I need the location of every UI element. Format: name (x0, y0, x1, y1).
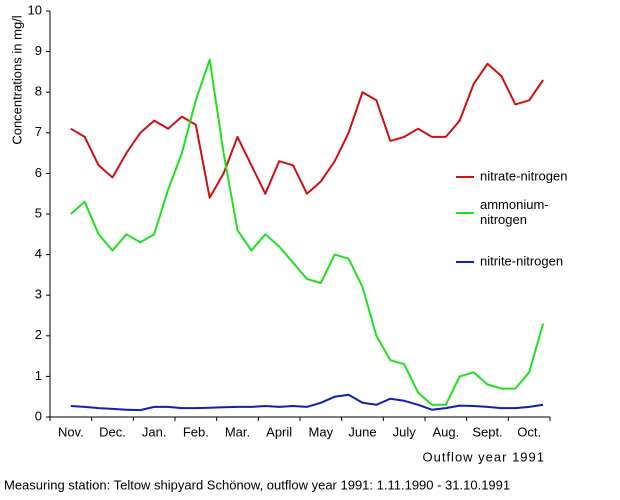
caption: Measuring station: Teltow shipyard Schön… (4, 477, 510, 492)
x-tick-label: Jan. (142, 424, 167, 439)
x-tick-label: April (266, 424, 292, 439)
x-tick-label: Dec. (99, 424, 126, 439)
x-tick-label: May (309, 424, 334, 439)
y-tick-label: 6 (35, 165, 42, 180)
y-tick-label: 2 (35, 327, 42, 342)
x-tick-label: Mar. (225, 424, 250, 439)
y-tick-label: 4 (35, 246, 42, 261)
y-tick-label: 7 (35, 124, 42, 139)
data-line (70, 393, 544, 412)
y-axis-title: Concentrations in mg/l (9, 15, 24, 144)
data-line (70, 62, 544, 199)
y-tick-label: 10 (28, 2, 42, 17)
x-axis-title: Outflow year 1991 (422, 449, 545, 464)
y-tick-label: 8 (35, 84, 42, 99)
x-tick-label: Oct. (517, 424, 541, 439)
x-tick-label: July (393, 424, 417, 439)
data-line (70, 58, 545, 406)
legend-line: ammonium- (480, 197, 549, 212)
x-tick-label: Nov. (58, 424, 84, 439)
x-tick-label: June (348, 424, 376, 439)
legend-label: ammonium-nitrogen (480, 197, 549, 227)
x-tick-label: Feb. (183, 424, 209, 439)
x-tick-label: Aug. (432, 424, 459, 439)
y-tick-label: 9 (35, 43, 42, 58)
legend-line: nitrogen (480, 212, 527, 227)
legend-label: nitrite-nitrogen (480, 253, 563, 268)
legend-label: nitrate-nitrogen (480, 168, 567, 183)
y-tick-label: 3 (35, 287, 42, 302)
x-tick-label: Sept. (472, 424, 502, 439)
y-tick-label: 0 (35, 408, 42, 423)
y-tick-label: 1 (35, 368, 42, 383)
y-tick-label: 5 (35, 205, 42, 220)
